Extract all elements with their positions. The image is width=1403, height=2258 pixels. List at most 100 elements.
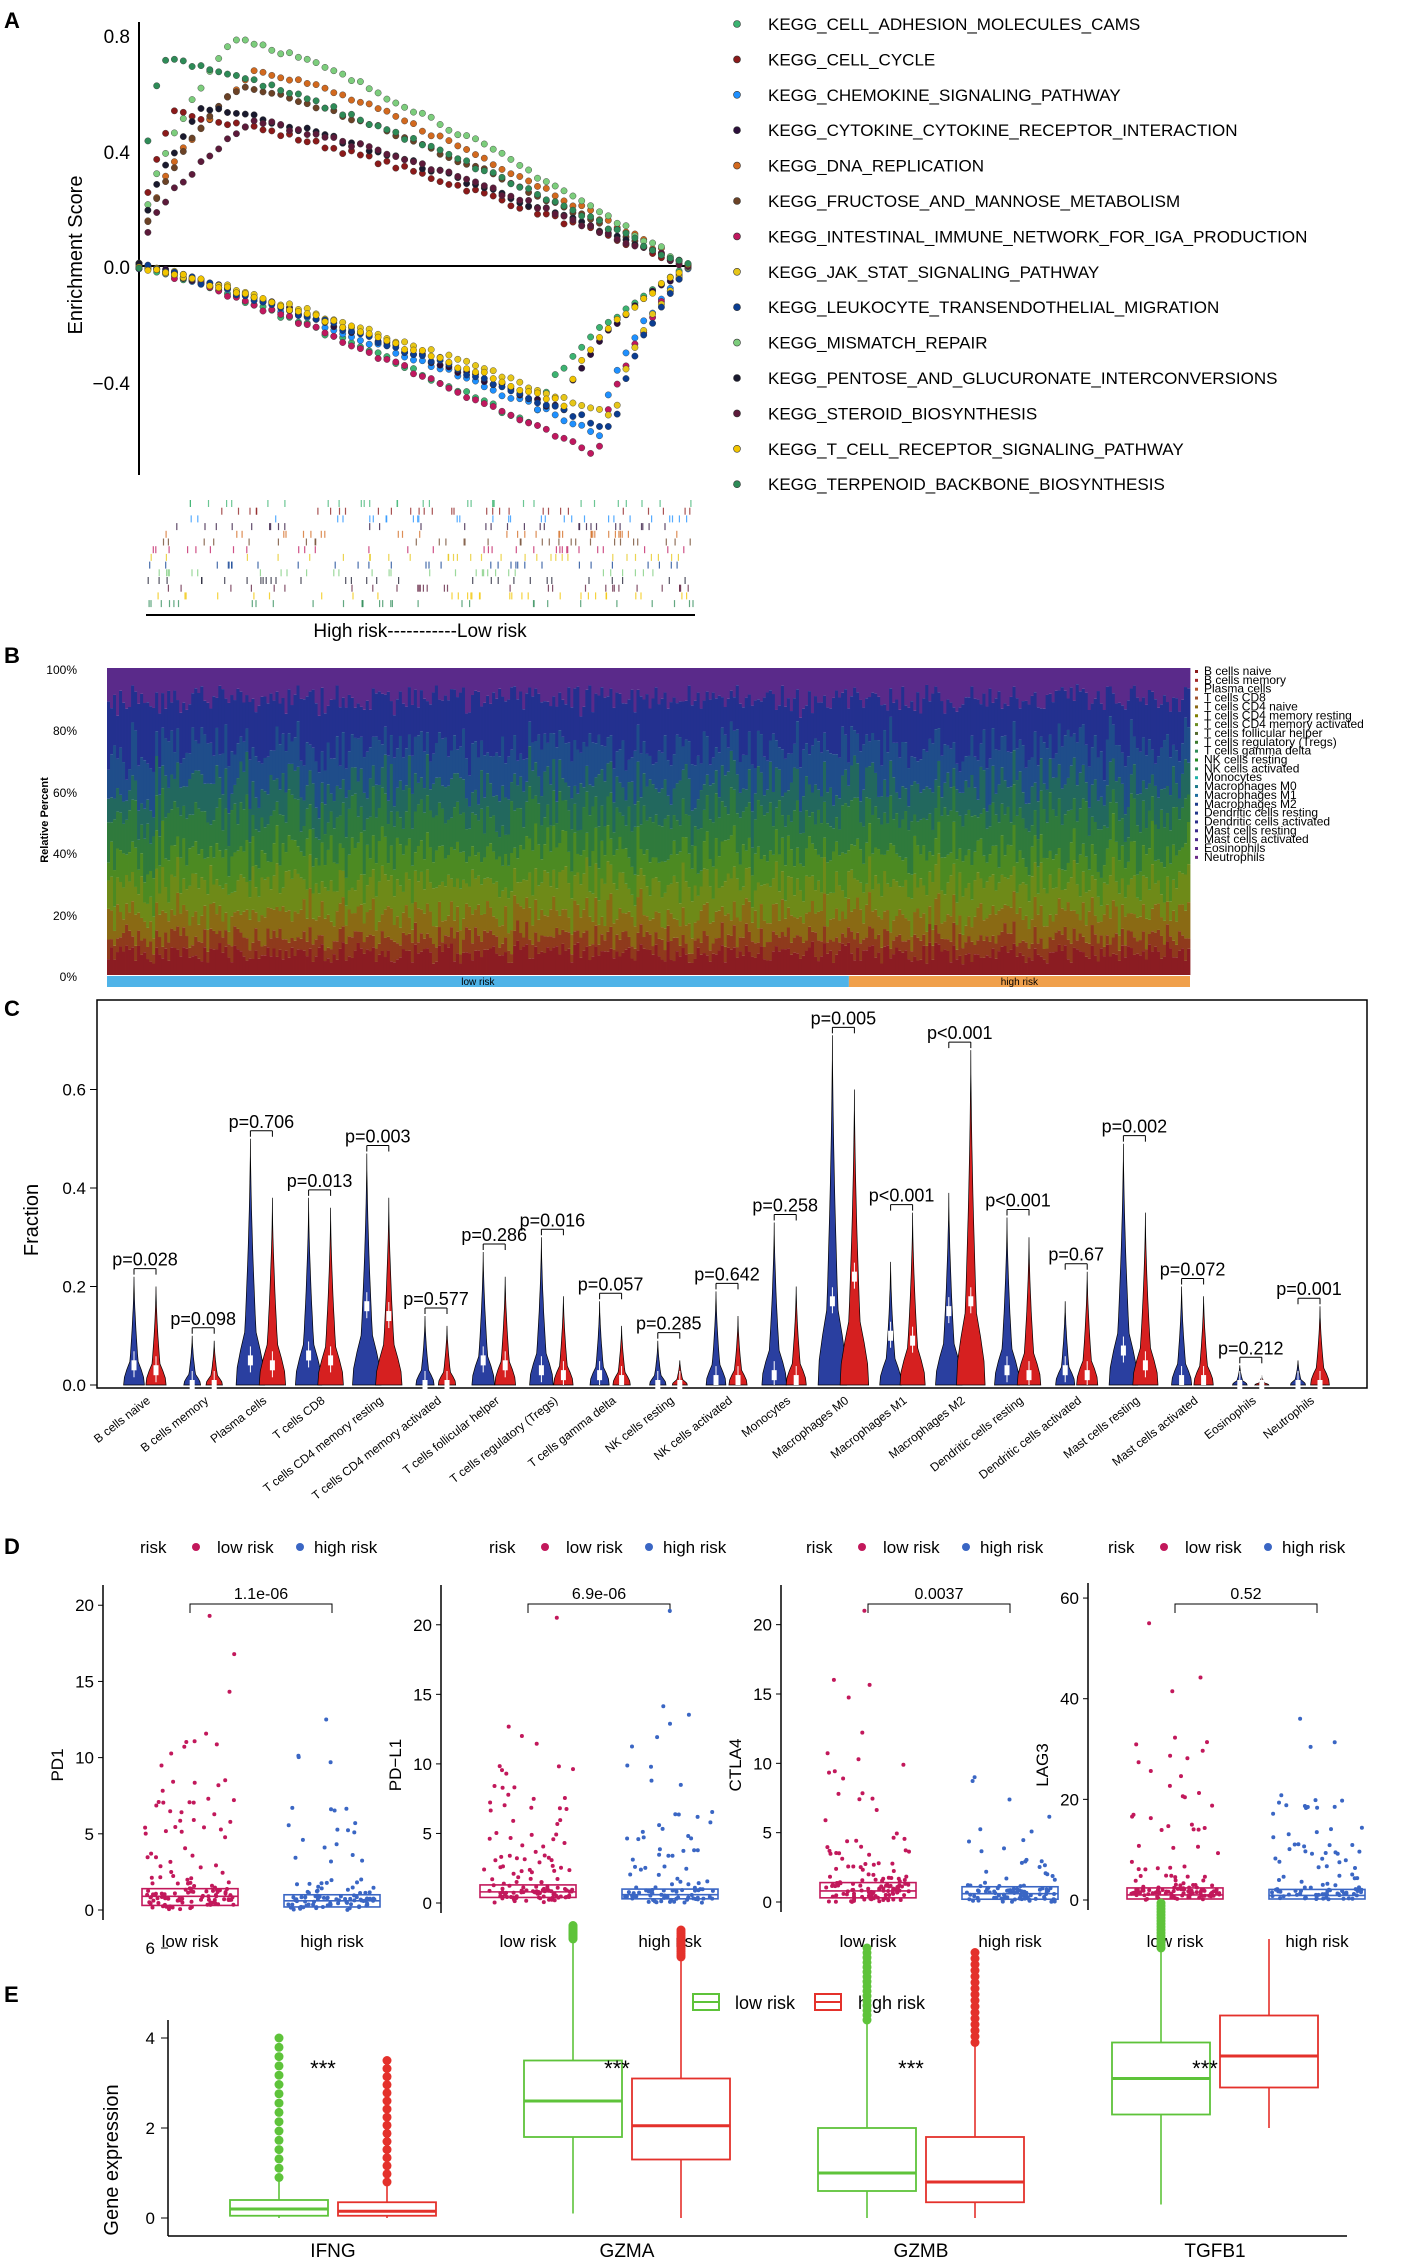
cell-type-segment [419, 668, 424, 691]
sample-bar [239, 668, 243, 975]
cell-type-segment [883, 779, 887, 813]
cell-type-segment [627, 782, 631, 807]
cell-type-segment [287, 870, 291, 911]
cell-type-segment [326, 705, 331, 743]
cell-type-segment [1084, 856, 1089, 893]
enrichment-point [622, 375, 630, 382]
cell-type-segment [624, 848, 628, 884]
cell-type-segment [717, 668, 722, 696]
cell-type-segment [940, 755, 944, 798]
cell-type-segment [305, 742, 309, 786]
cell-type-segment [455, 878, 460, 907]
cell-type-segment [380, 744, 385, 768]
cell-type-segment [804, 875, 809, 914]
cell-type-segment [431, 926, 436, 944]
cell-type-segment [212, 930, 216, 950]
cell-type-segment [1081, 668, 1086, 689]
cell-type-segment [155, 795, 159, 831]
sample-bar [696, 668, 701, 975]
cell-type-segment [519, 691, 523, 754]
cell-type-segment [233, 754, 237, 785]
cell-type-segment [519, 933, 523, 950]
cell-type-segment [1003, 668, 1007, 704]
cell-type-segment [221, 830, 225, 858]
cell-type-segment [994, 668, 998, 699]
cell-type-segment [648, 668, 652, 709]
cell-type-segment [251, 698, 255, 748]
sample-bar [537, 668, 541, 975]
cell-type-segment [113, 694, 117, 746]
cell-type-segment [988, 914, 992, 942]
cell-type-segment [907, 768, 911, 807]
cell-type-segment [353, 793, 358, 849]
cell-type-segment [985, 881, 989, 919]
panel-label-a: A [4, 8, 20, 33]
cell-type-segment [576, 830, 580, 854]
cell-type-segment [206, 894, 210, 930]
cell-type-segment [600, 951, 604, 975]
cell-type-segment [266, 668, 270, 704]
legend-key [733, 267, 741, 276]
cell-type-segment [1066, 939, 1071, 960]
cell-type-segment [708, 668, 713, 700]
cell-type-segment [810, 941, 815, 975]
sample-bar [636, 668, 640, 975]
cell-type-segment [107, 798, 111, 823]
cell-type-segment [708, 699, 713, 765]
cell-type-segment [886, 752, 890, 797]
cell-type-segment [735, 774, 740, 814]
enrichment-point [259, 82, 267, 90]
cell-type-segment [449, 943, 454, 975]
cell-type-segment [883, 704, 887, 731]
cell-type-segment [1042, 948, 1046, 960]
cell-type-segment [507, 865, 511, 899]
cell-type-segment [949, 702, 953, 749]
cell-type-segment [365, 798, 370, 819]
cell-type-segment [200, 668, 204, 687]
enrichment-point [649, 246, 656, 254]
cell-type-segment [1033, 668, 1037, 693]
cell-type-segment [468, 828, 472, 857]
cell-type-segment [1045, 948, 1050, 964]
cell-type-segment [504, 952, 508, 975]
cell-type-segment [702, 904, 707, 932]
cell-type-segment [266, 703, 270, 757]
cell-type-segment [612, 802, 616, 833]
cell-type-segment [931, 882, 935, 930]
cell-type-segment [531, 958, 535, 975]
cell-type-segment [266, 794, 270, 825]
sample-bar [910, 668, 914, 975]
cell-type-segment [874, 772, 878, 807]
cell-type-segment [838, 829, 842, 856]
cell-type-segment [732, 668, 737, 698]
cell-type-segment [134, 730, 138, 781]
sample-bar [410, 668, 415, 975]
sample-bar [395, 668, 400, 975]
cell-type-segment [308, 888, 312, 928]
cell-type-segment [735, 668, 740, 686]
cell-type-segment [955, 924, 959, 950]
cell-type-segment [522, 709, 526, 760]
cell-type-segment [248, 759, 252, 809]
cell-type-segment [143, 938, 147, 953]
sample-bar [401, 668, 406, 975]
cell-type-segment [982, 693, 986, 730]
cell-type-segment [561, 736, 565, 779]
cell-type-segment [365, 936, 370, 950]
cell-type-segment [832, 697, 836, 755]
cell-type-segment [125, 903, 129, 925]
enrichment-point [374, 333, 382, 341]
sample-bar [233, 668, 237, 975]
cell-type-segment [783, 918, 788, 937]
sample-bar [555, 668, 559, 975]
cell-type-segment [287, 689, 291, 734]
enrichment-point [516, 416, 524, 424]
cell-type-segment [979, 813, 983, 839]
cell-type-segment [750, 922, 755, 942]
cell-type-segment [1069, 687, 1074, 737]
gsea-panel: 0.8 0.4 0.0 −0.4 Enrichment Score High r… [65, 15, 1307, 642]
cell-type-segment [624, 949, 628, 975]
cell-type-segment [218, 930, 222, 944]
cell-type-segment [1033, 835, 1037, 863]
cell-type-segment [1057, 690, 1062, 724]
